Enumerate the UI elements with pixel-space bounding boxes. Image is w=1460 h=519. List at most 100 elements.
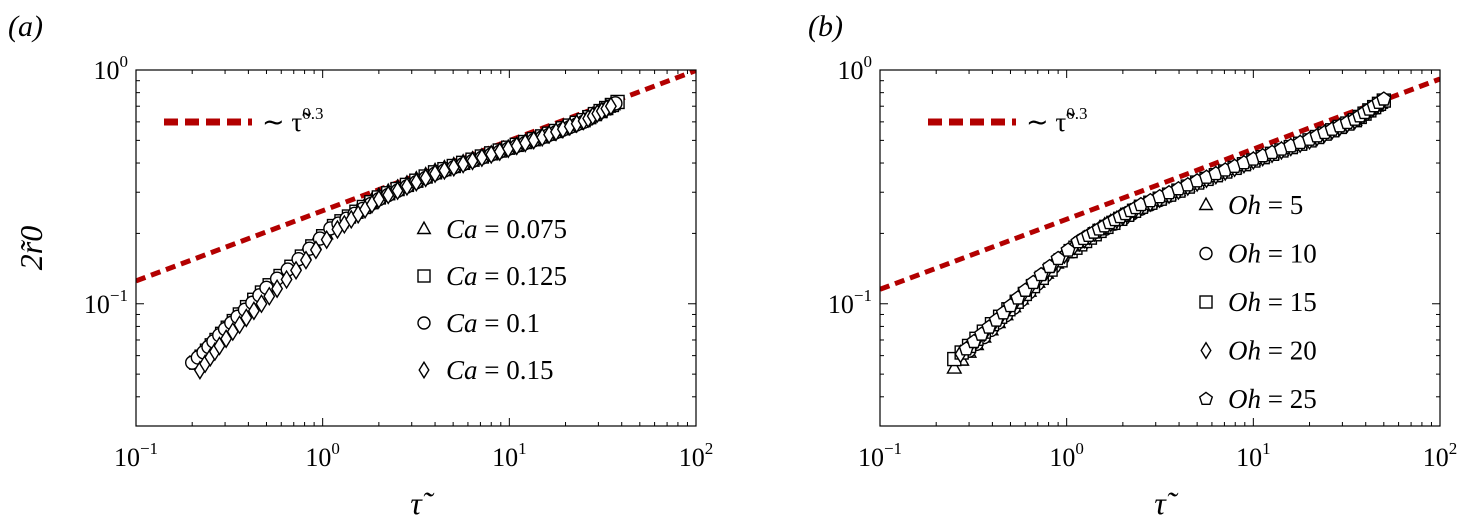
- tick-base: 10: [94, 56, 120, 85]
- legend-label: Oh = 10: [1228, 239, 1317, 269]
- data-point: [240, 308, 253, 328]
- fit-legend-exponent: 0.3: [1066, 104, 1087, 123]
- legend-label: Ca = 0.15: [446, 355, 554, 385]
- data-point: [299, 250, 312, 270]
- tick-exponent: 0: [120, 52, 129, 71]
- legend-marker: [417, 316, 431, 330]
- y-tick-label: 100: [838, 52, 873, 85]
- legend-label: Ca = 0.075: [446, 214, 567, 244]
- data-point: [400, 176, 413, 197]
- data-point: [320, 229, 333, 250]
- tick-base: 10: [1423, 443, 1449, 472]
- data-markers: [946, 91, 1392, 374]
- tick-base: 10: [305, 443, 331, 472]
- tick-exponent: 0: [331, 439, 340, 458]
- data-point: [419, 168, 432, 188]
- x-tick-label: 100: [305, 439, 340, 472]
- legend-variable: Ca: [446, 355, 478, 385]
- legend-marker: [1198, 196, 1214, 211]
- tick-exponent: 1: [518, 439, 527, 458]
- legend-label: Ca = 0.1: [446, 308, 540, 338]
- tick-base: 10: [114, 443, 140, 472]
- legend-value: = 25: [1261, 384, 1317, 414]
- data-point: [410, 172, 423, 193]
- legend-variable: Ca: [446, 308, 478, 338]
- legend-value: = 0.125: [478, 261, 567, 291]
- panel-label: (b): [808, 10, 843, 43]
- tick-exponent: 0: [864, 52, 873, 71]
- legend-label: Oh = 20: [1228, 336, 1317, 366]
- legend-marker: [416, 220, 432, 235]
- data-point: [475, 147, 488, 168]
- x-tick-label: 100: [1049, 439, 1084, 472]
- data-point: [466, 151, 479, 171]
- tick-base: 10: [1049, 443, 1075, 472]
- series-pentagon: [958, 91, 1392, 356]
- data-point: [382, 185, 395, 205]
- legend-value: = 10: [1261, 239, 1317, 269]
- tick-base: 10: [679, 443, 705, 472]
- tick-exponent: 1: [1262, 439, 1271, 458]
- data-point: [290, 260, 303, 281]
- tick-exponent: −1: [884, 439, 902, 458]
- legend-value: = 20: [1261, 336, 1317, 366]
- tick-base: 10: [828, 290, 854, 319]
- legend-marker: [1199, 295, 1213, 309]
- legend-value: = 0.15: [478, 355, 554, 385]
- data-point: [447, 157, 460, 178]
- tick-base: 10: [492, 443, 518, 472]
- tick-exponent: −1: [854, 286, 872, 305]
- data-point: [438, 160, 451, 181]
- fit-legend-label: ∼ τ̃0.3: [262, 104, 323, 137]
- series-diamond: [193, 96, 617, 380]
- legend-marker: [1199, 246, 1213, 261]
- legend-variable: Oh: [1228, 190, 1261, 220]
- data-point: [946, 359, 963, 374]
- data-point: [391, 180, 404, 201]
- plot-frame: [135, 69, 697, 427]
- x-tick-label: 101: [492, 439, 527, 472]
- legend-marker: [1200, 341, 1212, 360]
- data-point: [1376, 91, 1392, 106]
- data-point: [255, 293, 268, 314]
- tick-exponent: 0: [1075, 439, 1084, 458]
- tick-base: 10: [84, 290, 110, 319]
- x-tick-label: 102: [679, 439, 714, 472]
- y-tick-label: 10−1: [84, 286, 128, 319]
- legend-variable: Oh: [1228, 287, 1261, 317]
- data-point: [604, 96, 617, 116]
- tick-base: 10: [838, 56, 864, 85]
- x-tick-label: 10−1: [858, 439, 902, 472]
- tick-exponent: −1: [140, 439, 158, 458]
- tick-exponent: −1: [110, 286, 128, 305]
- fit-line: [880, 76, 1440, 292]
- legend-label: Oh = 25: [1228, 384, 1317, 414]
- legend-value: = 5: [1261, 190, 1303, 220]
- data-point: [309, 240, 322, 260]
- data-markers: [184, 94, 625, 380]
- data-point: [429, 163, 442, 184]
- legend-label: Ca = 0.125: [446, 261, 567, 291]
- tick-base: 10: [858, 443, 884, 472]
- legend-variable: Ca: [446, 214, 478, 244]
- tick-exponent: 2: [705, 439, 714, 458]
- legend-variable: Oh: [1228, 384, 1261, 414]
- legend-marker: [1198, 391, 1214, 406]
- legend-label: Oh = 15: [1228, 287, 1317, 317]
- legend-value: = 15: [1261, 287, 1317, 317]
- plot-frame: [879, 69, 1441, 427]
- tick-exponent: 2: [1449, 439, 1458, 458]
- data-point: [457, 154, 470, 174]
- legend-label: Oh = 5: [1228, 190, 1303, 220]
- x-axis-label: τ̃: [410, 485, 434, 519]
- legend-variable: Oh: [1228, 336, 1261, 366]
- data-point: [263, 286, 276, 307]
- data-point: [271, 278, 284, 299]
- data-point: [247, 301, 260, 321]
- panel-label: (a): [8, 10, 43, 43]
- fit-legend-label: ∼ τ̃0.3: [1026, 104, 1087, 137]
- fit-legend-exponent: 0.3: [302, 104, 323, 123]
- legend-value: = 0.075: [478, 214, 567, 244]
